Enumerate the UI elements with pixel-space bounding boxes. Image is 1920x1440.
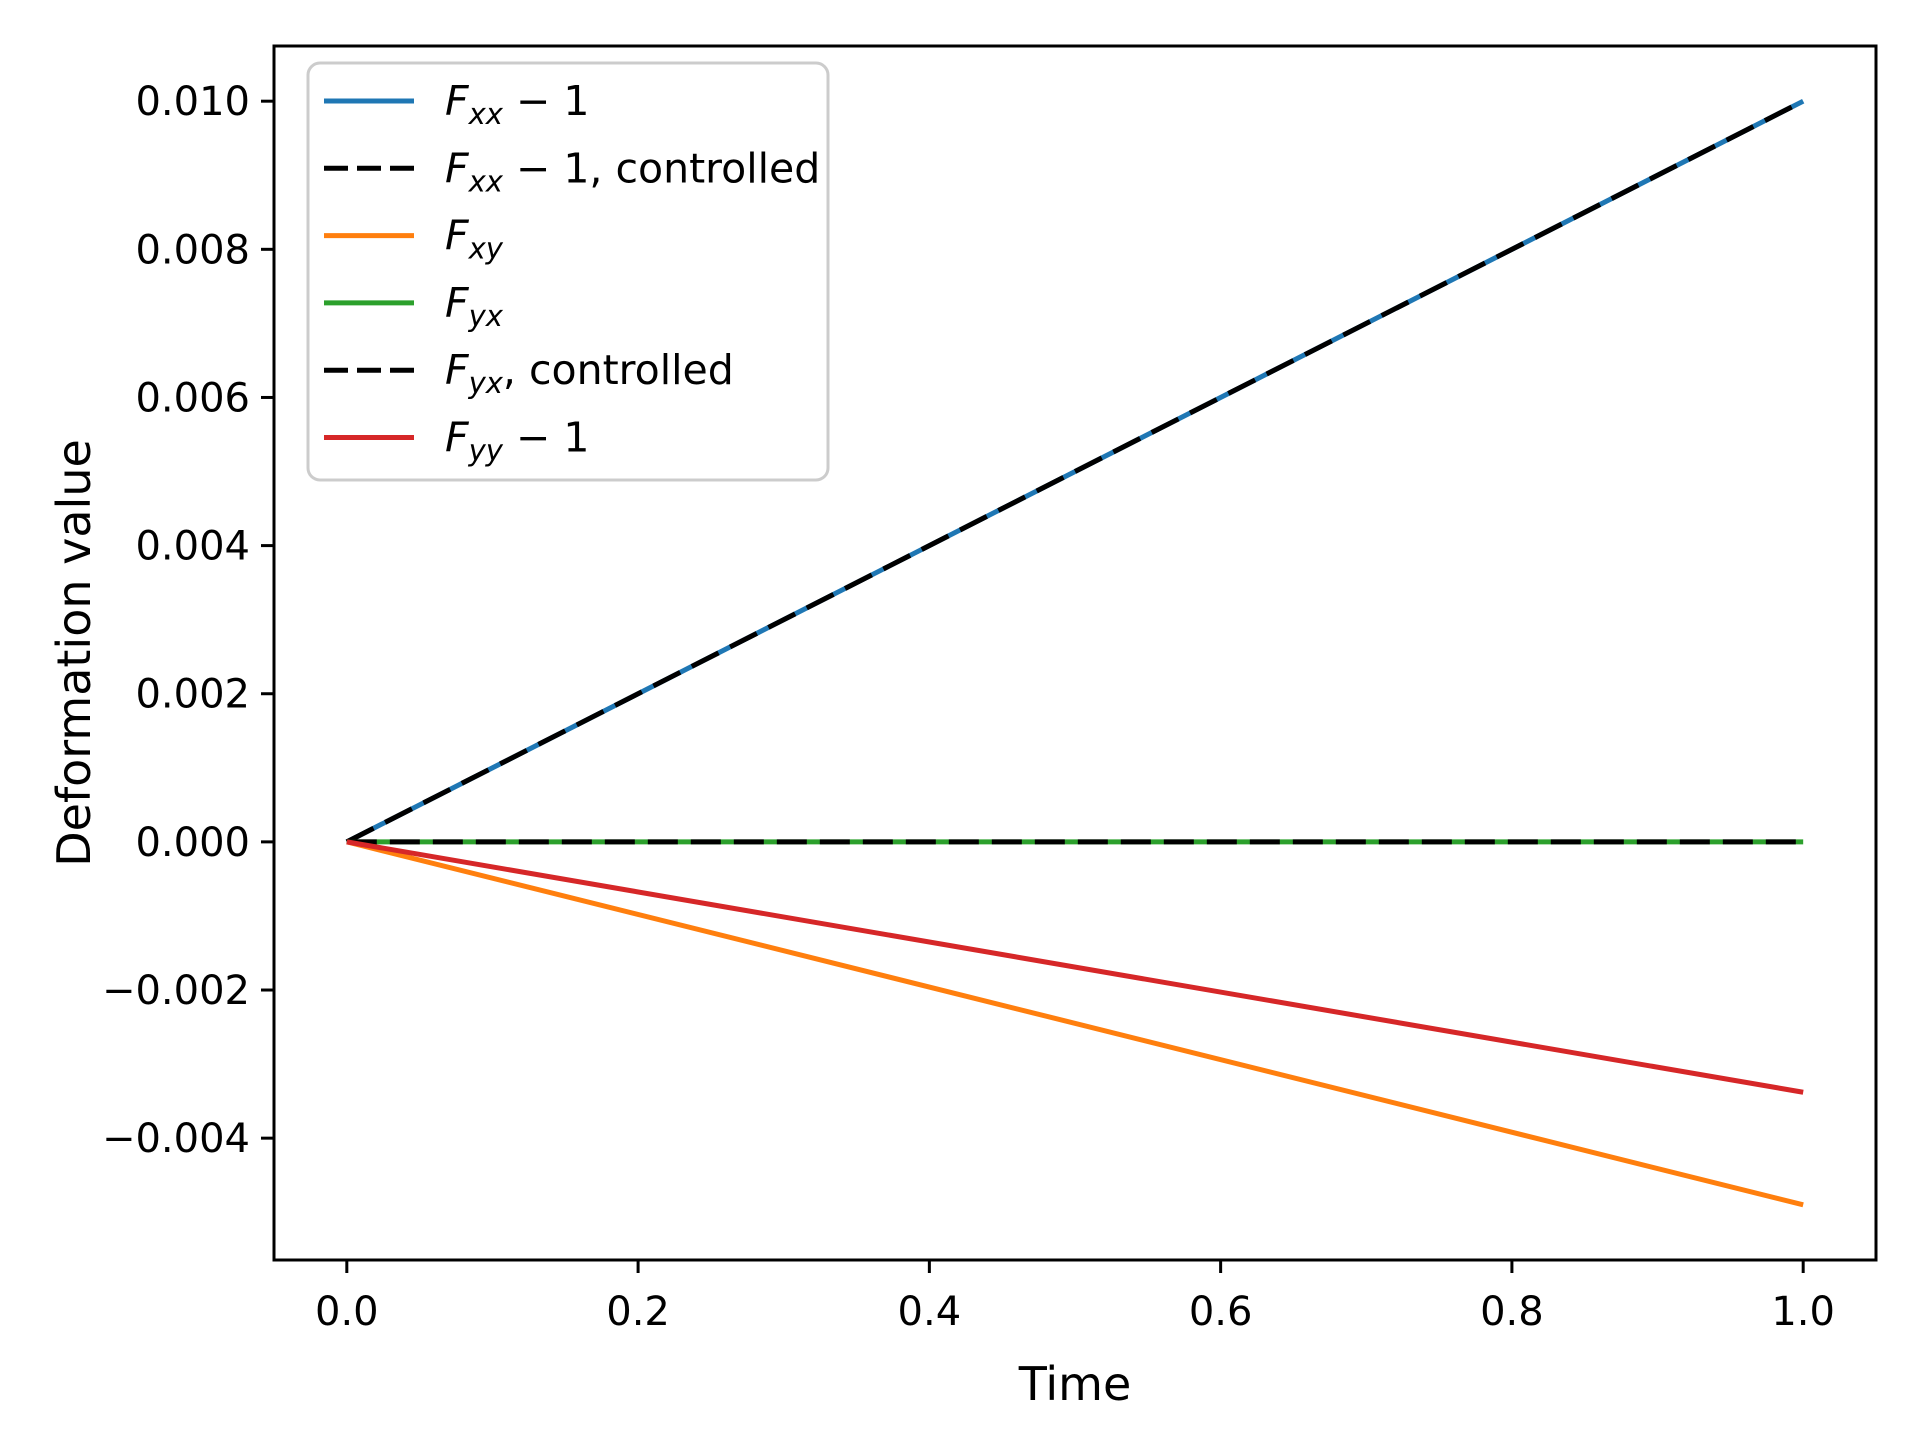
y-tick-label: 0.008 <box>135 227 250 273</box>
legend-label-Fxy: Fxy <box>445 212 504 266</box>
x-tick-label: 0.0 <box>315 1289 379 1335</box>
legend: Fxx − 1 Fxx − 1, controlled Fxy Fyx Fyx, con… <box>306 61 830 482</box>
x-tick-label: 0.8 <box>1480 1289 1544 1335</box>
x-tick-label: 0.4 <box>898 1289 962 1335</box>
legend-item-Fyx-controlled: Fyx, controlled <box>324 346 734 400</box>
legend-item-Fxx-1-controlled: Fxx − 1, controlled <box>324 144 820 198</box>
x-tick-label: 0.6 <box>1189 1289 1253 1335</box>
legend-label-Fyx: Fyx <box>445 279 504 333</box>
legend-item-Fyy-1: Fyy − 1 <box>324 414 589 468</box>
legend-label-Fyx-controlled: Fyx, controlled <box>445 346 734 400</box>
series-line-Fxy <box>346 839 1804 1208</box>
x-axis-label: Time <box>1018 1357 1132 1411</box>
y-tick-label: −0.004 <box>102 1116 250 1162</box>
legend-item-Fxy: Fxy <box>324 212 504 266</box>
y-tick-label: 0.000 <box>135 820 250 866</box>
legend-label-Fxx-1-controlled: Fxx − 1, controlled <box>445 144 820 198</box>
y-tick-label: 0.004 <box>135 524 250 570</box>
legend-box <box>306 61 830 482</box>
x-tick-label: 0.2 <box>606 1289 670 1335</box>
y-tick-label: 0.002 <box>135 672 250 718</box>
legend-label-Fxx-1: Fxx − 1 <box>445 77 589 131</box>
legend-label-Fyy-1: Fyy − 1 <box>445 414 589 468</box>
legend-item-Fxx-1: Fxx − 1 <box>324 77 589 131</box>
y-axis-label: Deformation value <box>47 439 101 867</box>
series-line-Fyy-1 <box>346 839 1804 1095</box>
y-tick-label: −0.002 <box>102 968 250 1014</box>
y-tick-label: 0.006 <box>135 375 250 421</box>
x-tick-label: 1.0 <box>1771 1289 1835 1335</box>
y-tick-label: 0.010 <box>135 79 250 125</box>
legend-item-Fyx: Fyx <box>324 279 504 333</box>
series-line-Fxx-1-controlled <box>345 98 1805 845</box>
